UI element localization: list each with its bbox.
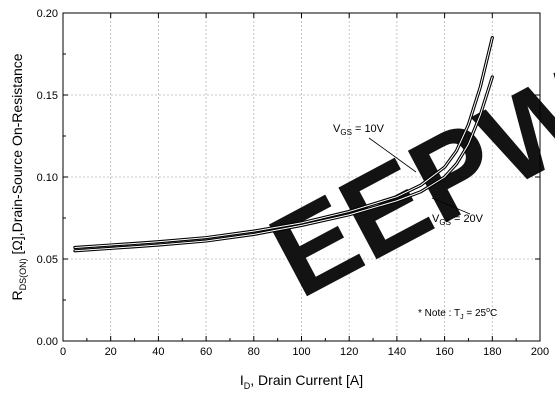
data-series bbox=[73, 36, 494, 253]
note-text: * Note : TJ = 25oC bbox=[418, 307, 497, 321]
x-tick-label: 60 bbox=[200, 346, 212, 358]
note-rest: C bbox=[490, 308, 497, 319]
x-tick-label: 180 bbox=[483, 346, 501, 358]
x-tick-label: 140 bbox=[388, 346, 406, 358]
series-label-1-main: V bbox=[333, 123, 341, 135]
watermark-text: EEPW bbox=[250, 43, 555, 323]
series-label-1-sub: GS bbox=[340, 128, 352, 137]
axes: 0 20 40 60 80 100 120 140 160 180 200 0.00 0.05 0.10 0… bbox=[9, 8, 549, 391]
x-tick-label: 100 bbox=[292, 346, 310, 358]
watermark: EEPW bbox=[250, 43, 555, 323]
x-axis-label-rest: , Drain Current [A] bbox=[250, 372, 363, 388]
series-label-1-leader bbox=[368, 137, 417, 173]
x-tick-label: 80 bbox=[248, 346, 260, 358]
y-axis-label-rest: [Ω],Drain-Source On-Resistance bbox=[9, 53, 25, 258]
x-axis-label-sub: D bbox=[244, 381, 251, 391]
x-tick-label: 120 bbox=[340, 346, 358, 358]
x-axis-label: ID, Drain Current [A] bbox=[240, 372, 363, 391]
series-line-core-2 bbox=[74, 76, 493, 252]
note-sup: o bbox=[486, 307, 490, 314]
grid-lines bbox=[63, 13, 540, 341]
y-axis-label-main: R bbox=[9, 290, 25, 300]
series-label-2: VGS = 20V bbox=[432, 213, 484, 227]
y-tick-label: 0.10 bbox=[37, 172, 58, 184]
series-label-2-rest: = 20V bbox=[451, 213, 484, 225]
x-tick-label: 20 bbox=[105, 346, 117, 358]
note-mid: = 25 bbox=[464, 308, 487, 319]
note-main: * Note : T bbox=[418, 308, 460, 319]
x-tick-label: 200 bbox=[531, 346, 549, 358]
x-tick-label: 40 bbox=[152, 346, 164, 358]
series-line-core-1 bbox=[74, 37, 493, 249]
series-label-2-main: V bbox=[432, 213, 440, 225]
series-label-1: VGS = 10V bbox=[333, 123, 385, 137]
series-label-1-rest: = 10V bbox=[352, 123, 385, 135]
y-tick-label: 0.05 bbox=[37, 254, 58, 266]
x-tick-label: 160 bbox=[435, 346, 453, 358]
y-tick-label: 0.00 bbox=[37, 336, 58, 348]
y-tick-label: 0.20 bbox=[37, 8, 58, 20]
series-label-2-sub: GS bbox=[439, 218, 451, 227]
y-axis-label-sub: DS(ON) bbox=[18, 258, 28, 290]
y-tick-label: 0.15 bbox=[37, 90, 58, 102]
y-axis-label: RDS(ON) [Ω],Drain-Source On-Resistance bbox=[9, 53, 28, 300]
note-sub: J bbox=[460, 314, 464, 321]
series-label-2-leader bbox=[431, 197, 471, 215]
x-tick-label: 0 bbox=[60, 346, 66, 358]
x-axis-label-main: I bbox=[240, 372, 244, 388]
